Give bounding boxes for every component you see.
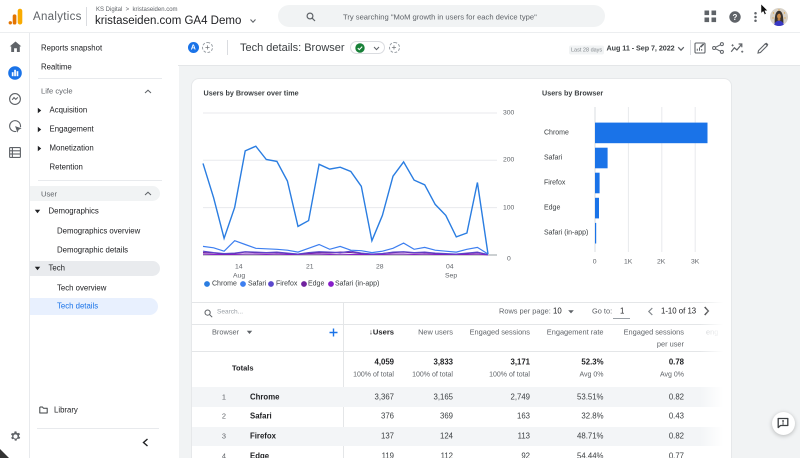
svg-text:?: ? (732, 12, 737, 21)
